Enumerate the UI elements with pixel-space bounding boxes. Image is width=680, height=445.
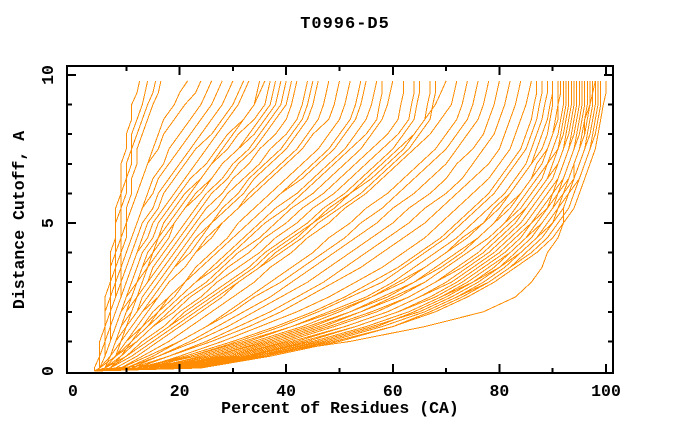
model-curve — [94, 80, 500, 372]
model-curve — [94, 80, 447, 372]
model-curve — [94, 80, 292, 372]
model-curve — [94, 80, 308, 372]
model-curve — [93, 80, 245, 371]
model-curve — [94, 80, 532, 372]
plot-border — [66, 65, 614, 374]
model-curve — [94, 80, 314, 372]
model-curve — [94, 80, 330, 372]
model-curve — [94, 80, 538, 372]
model-curve — [94, 80, 596, 372]
model-curve — [94, 80, 383, 372]
model-curve — [94, 80, 567, 372]
model-curve — [94, 80, 588, 372]
model-curve — [94, 80, 287, 372]
model-curve — [94, 80, 570, 372]
model-curve — [93, 80, 141, 371]
model-curve — [94, 80, 594, 372]
model-curve — [94, 80, 436, 372]
x-tick-label: 40 — [276, 382, 296, 401]
model-curve — [94, 80, 250, 372]
tick-labels: 0 20 40 60 80 100 0 5 10 — [39, 65, 621, 401]
x-axis-label: Percent of Residues (CA) — [221, 399, 459, 418]
model-curve — [94, 80, 468, 372]
model-curve — [94, 80, 591, 372]
model-curve — [94, 80, 554, 372]
plot-frame — [66, 65, 614, 374]
model-curve — [94, 80, 522, 372]
model-curve — [94, 80, 351, 372]
model-curve — [94, 80, 404, 372]
model-curve — [94, 80, 572, 372]
y-axis-label: Distance Cutoff, A — [10, 131, 29, 309]
model-curve — [94, 80, 282, 372]
model-curve — [94, 80, 578, 372]
y-tick-label: 0 — [39, 366, 58, 376]
x-tick-label: 60 — [383, 382, 403, 401]
model-curve — [93, 80, 202, 371]
y-tick-label: 10 — [39, 65, 58, 85]
model-curve — [94, 80, 415, 372]
x-tick-label: 80 — [489, 382, 509, 401]
x-tick-label: 100 — [591, 382, 621, 401]
model-curve — [94, 80, 261, 372]
chart-title: T0996-D5 — [300, 15, 390, 34]
x-tick-label: 20 — [170, 382, 190, 401]
model-curve — [94, 80, 554, 372]
model-curve — [94, 80, 602, 372]
model-curve — [94, 80, 394, 372]
model-curve — [94, 80, 458, 372]
model-curve — [94, 80, 511, 372]
model-curve — [94, 80, 596, 372]
model-curves — [93, 80, 607, 372]
model-curve — [94, 80, 583, 372]
model-curve — [94, 80, 319, 372]
model-curve — [94, 80, 575, 372]
model-curve — [94, 80, 599, 372]
model-curve — [94, 80, 266, 372]
model-curve — [94, 80, 479, 372]
x-tick-label: 0 — [68, 382, 78, 401]
model-curve — [94, 80, 543, 372]
model-curve — [93, 80, 223, 371]
model-curve — [94, 80, 580, 372]
model-curve — [94, 80, 562, 372]
model-curve — [94, 80, 548, 372]
model-curve — [94, 80, 340, 372]
y-tick-label: 5 — [39, 218, 58, 228]
model-curve — [94, 80, 367, 372]
model-curve — [94, 80, 490, 372]
model-curve — [94, 80, 564, 372]
model-curve — [94, 80, 607, 372]
